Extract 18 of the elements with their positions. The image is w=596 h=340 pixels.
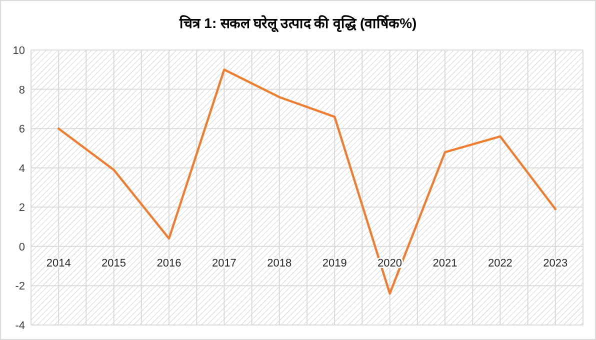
x-tick-label: 2021 [432,257,458,270]
x-tick-label: 2019 [322,257,347,270]
x-tick-label: 2016 [156,257,182,270]
x-tick-label: 2015 [102,257,126,270]
x-tick-label: 2018 [267,257,292,270]
x-tick-label: 2022 [488,257,512,270]
x-tick-label: 2014 [46,257,71,270]
y-tick-label: 4 [18,162,25,175]
chart-title: चित्र 1: सकल घरेलू उत्पाद की वृद्धि (वार्षिक%) [178,15,417,33]
y-tick-label: -4 [15,320,25,332]
y-tick-label: -2 [15,280,25,293]
y-tick-label: 0 [18,241,25,254]
y-tick-label: 6 [18,124,25,136]
x-tick-label: 2017 [212,257,236,270]
y-tick-label: 2 [18,202,25,214]
y-tick-label: 8 [18,84,25,96]
y-tick-label: 10 [12,45,25,57]
x-tick-label: 2023 [543,257,568,270]
